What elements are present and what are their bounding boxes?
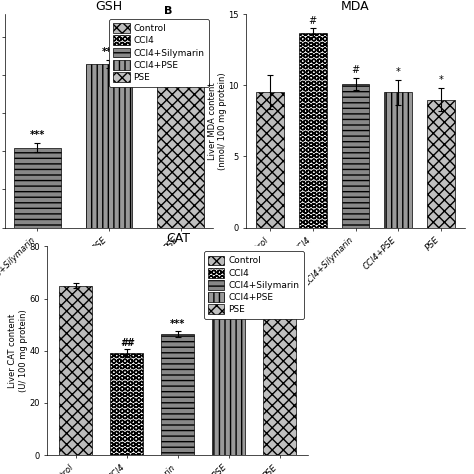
Bar — [384, 92, 412, 228]
Text: #: # — [351, 65, 360, 75]
Y-axis label: Liver CAT content
(U/ 100 mg protein): Liver CAT content (U/ 100 mg protein) — [9, 310, 28, 392]
Bar — [14, 147, 61, 228]
Bar — [299, 33, 327, 228]
Bar — [86, 64, 132, 228]
Bar — [212, 296, 245, 455]
Title: CAT: CAT — [166, 232, 190, 246]
Text: ***: *** — [101, 47, 117, 57]
Title: GSH: GSH — [95, 0, 123, 13]
Text: ***: *** — [30, 130, 45, 140]
Legend: Control, CCl4, CCl4+Silymarin, CCl4+PSE, PSE: Control, CCl4, CCl4+Silymarin, CCl4+PSE,… — [204, 251, 303, 319]
Text: #: # — [309, 16, 317, 26]
Text: ***: *** — [272, 272, 287, 282]
Text: ***: *** — [170, 319, 185, 329]
Legend: Control, CCl4, CCl4+Silymarin, CCl4+PSE, PSE: Control, CCl4, CCl4+Silymarin, CCl4+PSE,… — [109, 19, 209, 87]
Text: ##: ## — [120, 338, 134, 348]
Text: ***: *** — [221, 281, 237, 291]
Bar — [342, 84, 369, 228]
Title: MDA: MDA — [341, 0, 370, 13]
Bar — [59, 285, 92, 455]
Y-axis label: Liver MDA content
(nmol/ 100 mg protein): Liver MDA content (nmol/ 100 mg protein) — [208, 72, 227, 170]
Text: *: * — [438, 75, 443, 85]
Bar — [157, 56, 204, 228]
Bar — [161, 334, 194, 455]
Text: ***: *** — [173, 41, 188, 51]
Text: *: * — [396, 67, 401, 77]
Text: B: B — [164, 6, 172, 16]
Bar — [256, 92, 284, 228]
Bar — [263, 285, 296, 455]
Bar — [110, 354, 143, 455]
Bar — [427, 100, 455, 228]
